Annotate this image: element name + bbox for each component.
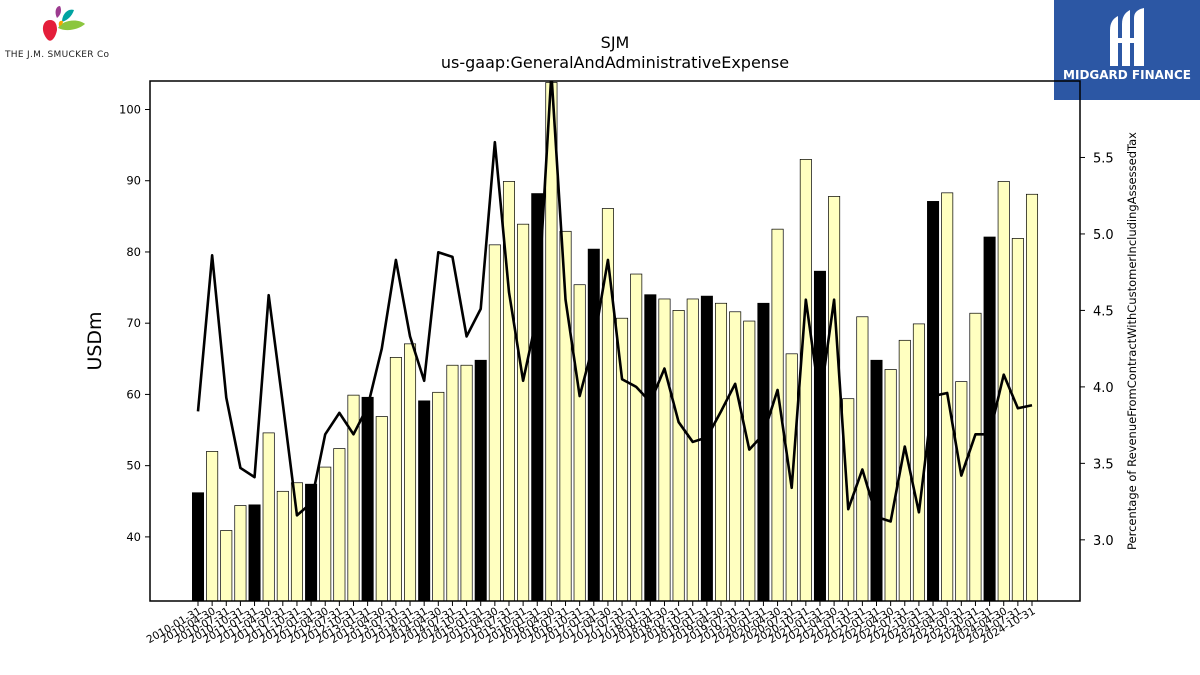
bar-2016-10-31 [573,284,586,602]
y2-tick-label: 4.0 [1093,381,1114,396]
bar-2013-04-30 [375,416,388,602]
bar-2020-10-31 [799,159,812,602]
fruit-leaf-icon [42,6,85,41]
bar-2014-07-31 [446,364,459,602]
bar-2015-04-30 [488,244,501,602]
y-tick-label: 80 [126,245,141,259]
bar-2022-10-31 [912,323,925,602]
y2-tick-label: 5.5 [1093,151,1114,166]
bar-2011-04-30 [262,432,275,602]
smucker-logo [42,6,85,41]
y-tick-label: 100 [119,102,141,116]
bar-2024-10-31 [1025,193,1039,602]
bar-2014-04-30 [432,391,445,602]
bar-2010-04-30 [206,451,219,602]
bar-2011-07-31 [276,490,289,602]
badge-label: MIDGARD FINANCE [1063,68,1191,82]
bar-2011-01-31 [248,504,261,602]
bar-2014-01-31 [418,400,431,602]
bar-2017-10-31 [630,273,643,602]
bar-2021-04-30 [828,196,841,602]
bar-2019-01-31 [700,295,713,602]
bar-2018-01-31 [644,294,657,602]
bar-2010-07-31 [220,530,233,602]
bar-2018-07-31 [672,310,685,602]
chart-subtitle: us-gaap:GeneralAndAdministrativeExpense [441,53,789,72]
bar-2022-01-31 [870,359,883,602]
bar-2019-10-31 [743,320,756,602]
y-tick-label: 50 [126,459,141,473]
left-axis-ticks: 40 50 60 70 80 90 100 [119,102,150,544]
bar-2023-10-31 [969,312,982,602]
plot-frame [149,80,1081,602]
bar-2013-01-31 [361,396,374,602]
bar-2020-01-31 [757,302,770,602]
y-tick-label: 60 [126,387,141,401]
y2-tick-label: 3.5 [1093,457,1114,472]
bar-2018-04-30 [658,298,671,602]
y-tick-label: 40 [126,530,141,544]
bar-2019-07-31 [729,311,742,602]
bar-group [192,82,1039,602]
y2-tick-label: 3.0 [1093,534,1114,549]
bar-2017-07-31 [616,317,629,602]
bar-2023-07-31 [955,381,968,602]
bar-2015-01-31 [474,359,487,602]
y2-tick-label: 4.5 [1093,304,1114,319]
y-tick-label: 70 [126,316,141,330]
bar-2021-10-31 [856,316,869,602]
mf-monogram-icon [1110,8,1144,66]
bar-2010-01-31 [192,492,205,602]
company-logo-text: THE J.M. SMUCKER Co [5,50,110,60]
bar-2011-10-31 [290,482,303,602]
bar-2018-10-31 [686,298,699,602]
y2-tick-label: 5.0 [1093,228,1114,243]
midgard-finance-badge: MIDGARD FINANCE [1054,0,1200,100]
bar-2021-01-31 [813,270,826,602]
bar-2015-10-31 [517,223,530,602]
y2-axis-label: Percentage of RevenueFromContractWithCus… [1125,132,1139,550]
percentage-line [196,81,1033,523]
bar-2013-10-31 [404,343,417,602]
x-axis-ticks: 2010-01-312010-04-302010-07-312010-10-31… [145,601,1038,646]
bar-2014-10-31 [460,364,473,602]
bar-2022-04-30 [884,369,897,602]
bar-2017-01-31 [587,248,600,602]
right-axis-ticks: 3.0 3.5 4.0 4.5 5.0 5.5 [1080,151,1114,549]
line-group [196,81,1033,523]
chart-title: SJM [601,33,630,52]
bar-2012-04-30 [319,466,332,602]
bar-2013-07-31 [389,357,402,602]
y-axis-label: USDm [84,311,106,370]
y-tick-label: 90 [126,174,141,188]
bar-2024-07-31 [1011,238,1024,602]
bar-2012-07-31 [333,448,346,602]
bar-2019-04-30 [715,302,728,602]
bar-2010-10-31 [234,505,247,602]
